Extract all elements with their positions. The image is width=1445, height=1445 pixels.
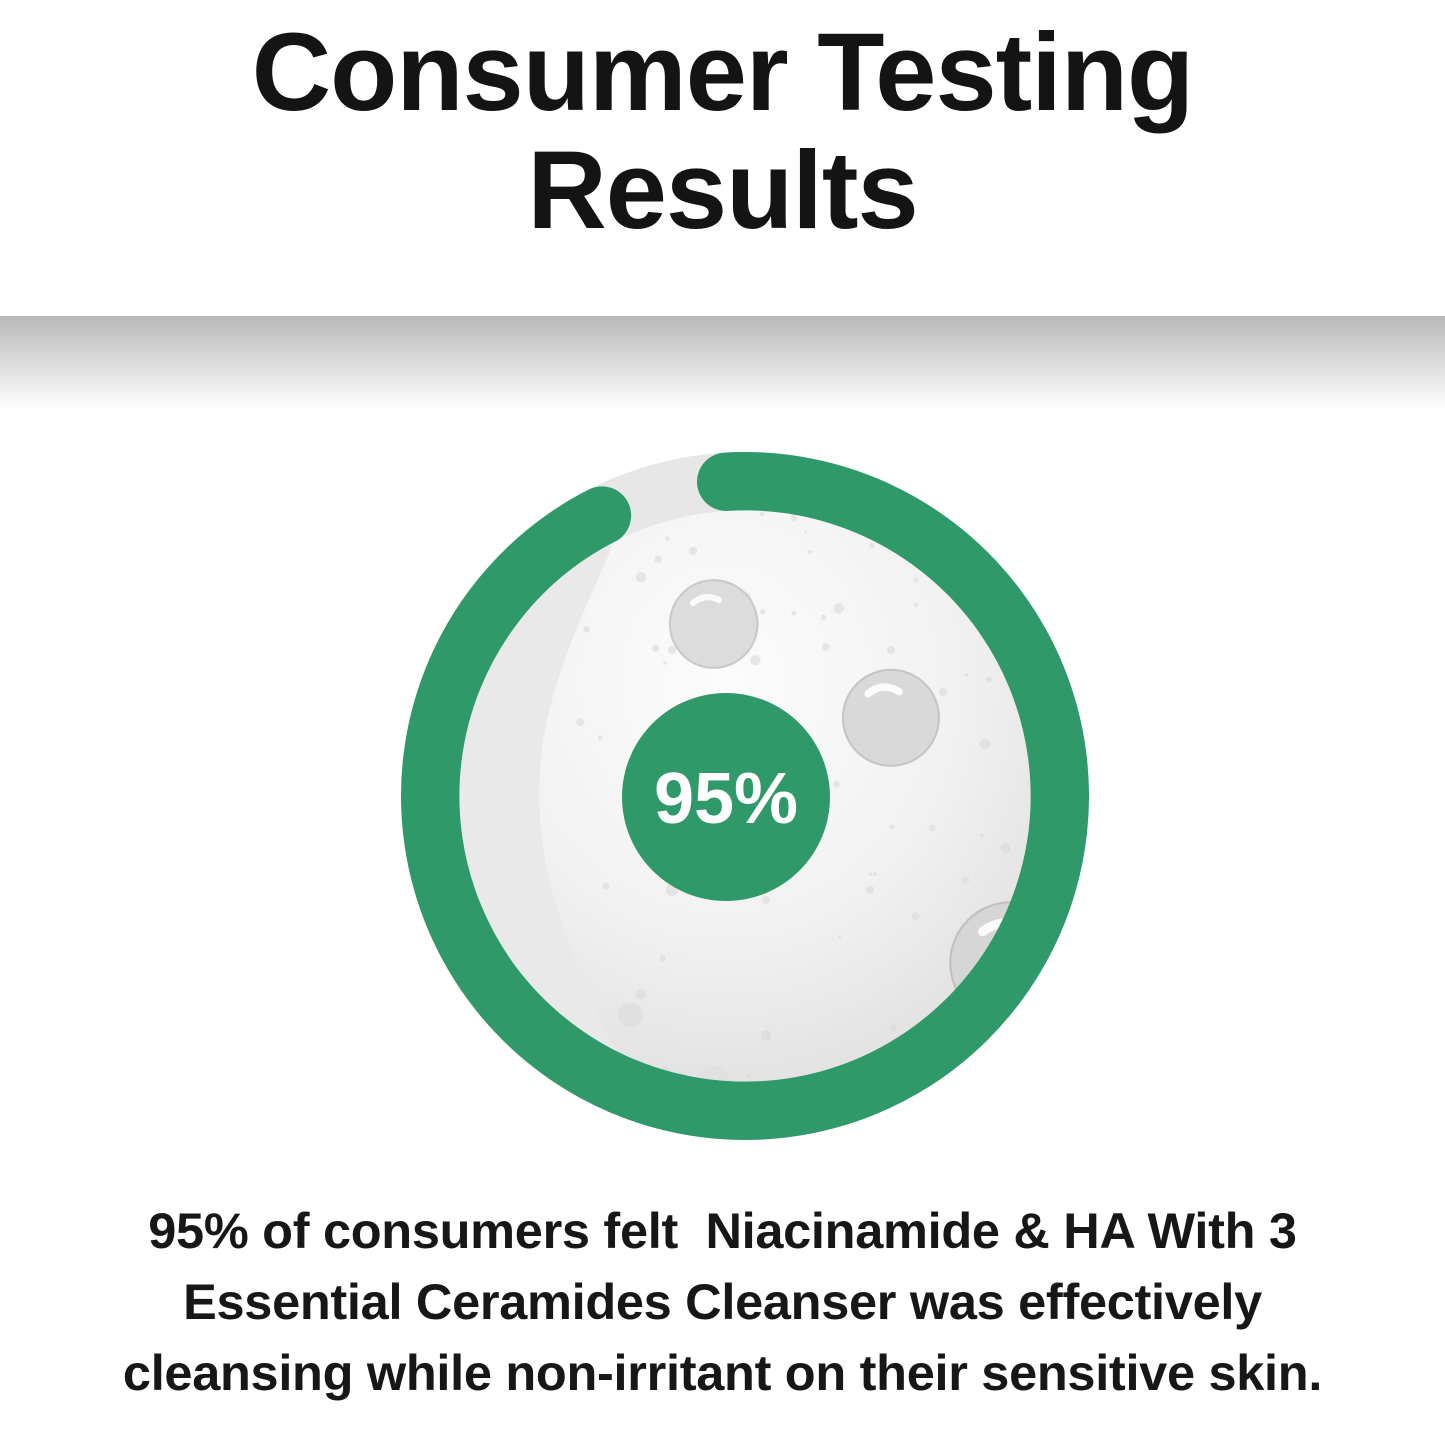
svg-text:95%: 95% (654, 759, 798, 839)
